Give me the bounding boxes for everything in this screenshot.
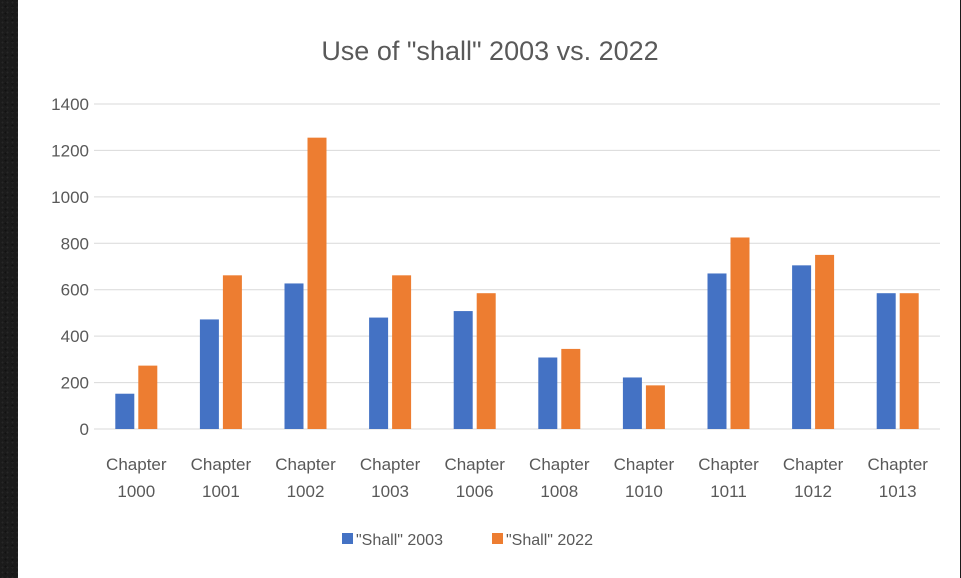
y-tick-label: 400 [61,327,89,346]
bar-series-1 [115,393,135,429]
x-tick-label: Chapter 1001 [191,455,252,501]
y-tick-label: 800 [61,234,89,253]
bar-series-1 [284,283,304,429]
bar-series-2 [222,275,242,429]
legend-label: "Shall" 2003 [356,532,443,549]
bar-series-2 [815,254,835,429]
bar-series-2 [307,137,327,430]
y-tick-label: 1000 [51,188,89,207]
gridlines [94,103,940,430]
bar-series-2 [138,365,158,429]
y-tick-label: 600 [61,281,89,300]
x-tick-label: Chapter 1013 [867,455,928,501]
bar-series-1 [792,265,812,429]
bar-series-2 [645,385,665,429]
y-tick-label: 1200 [51,141,89,160]
bar-series-1 [453,311,473,429]
x-tick-label: Chapter 1003 [360,455,421,501]
y-tick-label: 1400 [51,95,89,114]
bar-series-2 [561,348,581,429]
x-tick-label: Chapter 1011 [698,455,759,501]
bar-series-2 [476,293,496,429]
bar-series-1 [876,293,896,429]
legend[interactable]: "Shall" 2003 "Shall" 2022 [342,532,593,549]
x-tick-label: Chapter 1008 [529,455,590,501]
legend-swatch [492,533,503,544]
bar-chart: Use of "shall" 2003 vs. 2022 0 200 400 600 8… [51,36,940,549]
bar-series-1 [369,317,389,429]
bar-series-2 [730,237,750,429]
x-tick-label: Chapter 1000 [106,455,167,501]
y-tick-label: 200 [61,374,89,393]
bar-series-1 [538,357,558,429]
chart-panel: Use of "shall" 2003 vs. 2022 0 200 400 600 8… [18,0,960,578]
x-axis-ticks: Chapter 1000 Chapter 1001 Chapter 1002 Chapter… [106,455,928,501]
bar-series-1 [707,273,727,429]
x-tick-label: Chapter 1002 [275,455,336,501]
x-tick-label: Chapter 1006 [444,455,505,501]
x-tick-label: Chapter 1012 [783,455,844,501]
legend-swatch [342,533,353,544]
bars [115,137,919,430]
bar-series-2 [899,293,919,429]
bar-series-1 [622,377,642,429]
legend-label: "Shall" 2022 [506,532,593,549]
x-tick-label: Chapter 1010 [614,455,675,501]
y-axis-ticks: 0 200 400 600 800 1000 1200 1400 [51,95,89,439]
bar-series-1 [199,319,219,429]
bar-series-2 [392,275,412,429]
chart-title: Use of "shall" 2003 vs. 2022 [321,36,658,66]
y-tick-label: 0 [80,420,89,439]
